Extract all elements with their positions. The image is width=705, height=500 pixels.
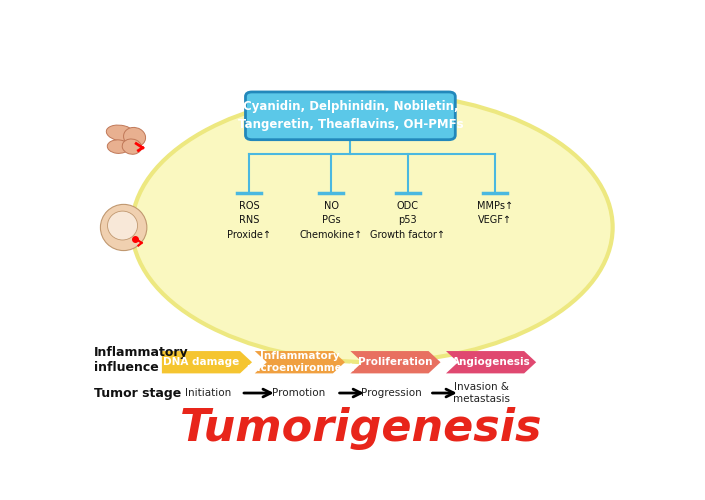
Polygon shape	[350, 351, 441, 374]
Text: Progression: Progression	[361, 388, 422, 398]
Text: DNA damage: DNA damage	[163, 357, 239, 367]
Ellipse shape	[108, 211, 137, 240]
Polygon shape	[446, 351, 537, 374]
Polygon shape	[162, 351, 252, 374]
Text: Invasion &
metastasis: Invasion & metastasis	[453, 382, 510, 404]
Text: Tumorigenesis: Tumorigenesis	[180, 408, 543, 451]
Text: Initiation: Initiation	[185, 388, 231, 398]
Ellipse shape	[106, 125, 135, 141]
FancyBboxPatch shape	[245, 92, 455, 140]
Text: Inflammatory
influence: Inflammatory influence	[94, 346, 188, 374]
Ellipse shape	[100, 204, 147, 250]
Text: Proliferation: Proliferation	[358, 357, 433, 367]
Text: Inflammatory
microenvironment: Inflammatory microenvironment	[246, 351, 354, 374]
Text: Promotion: Promotion	[272, 388, 325, 398]
Text: MMPs↑
VEGF↑: MMPs↑ VEGF↑	[477, 200, 513, 226]
Ellipse shape	[107, 140, 129, 153]
Text: ODC
p53
Growth factor↑: ODC p53 Growth factor↑	[370, 200, 446, 240]
Ellipse shape	[132, 92, 613, 362]
Ellipse shape	[123, 128, 146, 146]
Text: Angiogenesis: Angiogenesis	[452, 357, 530, 367]
Text: Tumor stage: Tumor stage	[94, 386, 181, 400]
Polygon shape	[255, 351, 345, 374]
Text: Cyanidin, Delphinidin, Nobiletin,
Tangeretin, Theaflavins, OH-PMFs: Cyanidin, Delphinidin, Nobiletin, Tanger…	[238, 100, 463, 132]
Text: ROS
RNS
Proxide↑: ROS RNS Proxide↑	[227, 200, 271, 240]
Text: NO
PGs
Chemokine↑: NO PGs Chemokine↑	[300, 200, 363, 240]
Ellipse shape	[122, 139, 142, 154]
